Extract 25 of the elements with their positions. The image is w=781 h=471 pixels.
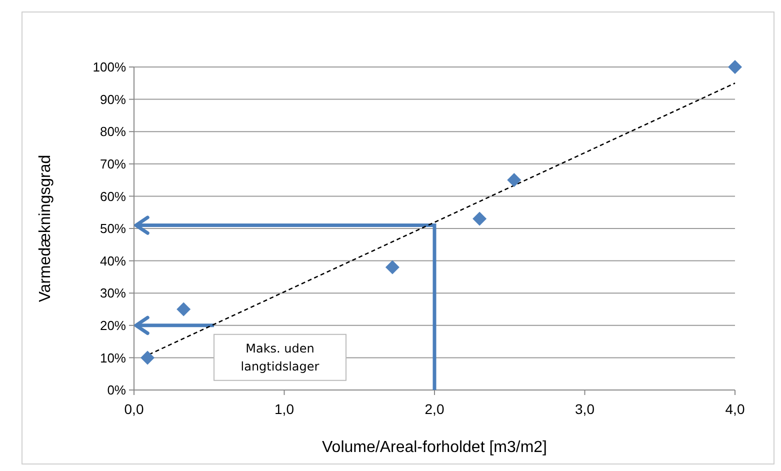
y-tick-label: 60% — [100, 188, 126, 204]
point — [472, 212, 487, 226]
x-axis-title: Volume/Areal-forholdet [m3/m2] — [322, 439, 547, 456]
y-tick-label: 50% — [100, 221, 126, 236]
y-tick-label: 30% — [100, 286, 126, 301]
point — [176, 302, 191, 316]
point — [728, 60, 742, 74]
y-tick-label: 10% — [100, 350, 126, 366]
y-tick-label: 0% — [107, 382, 126, 398]
y-tick-label: 40% — [100, 253, 126, 268]
y-tick-label: 20% — [100, 318, 126, 333]
point — [385, 260, 400, 274]
point — [507, 173, 522, 188]
x-tick-label: 1,0 — [274, 401, 294, 417]
y-tick-label: 70% — [100, 156, 126, 172]
ref-line-label: Maks. uden langtidslager — [240, 341, 320, 374]
y-axis-title: Varmedækningsgrad — [37, 154, 54, 302]
x-tick-label: 0,0 — [124, 401, 144, 417]
x-tick-label: 2,0 — [424, 401, 444, 417]
y-tick-label: 100% — [92, 60, 126, 75]
x-tick-label: 3,0 — [575, 401, 595, 417]
x-tick-label: 4,0 — [725, 401, 745, 417]
y-tick-label: 90% — [100, 92, 126, 107]
point — [140, 350, 155, 365]
y-tick-label: 80% — [100, 124, 126, 140]
